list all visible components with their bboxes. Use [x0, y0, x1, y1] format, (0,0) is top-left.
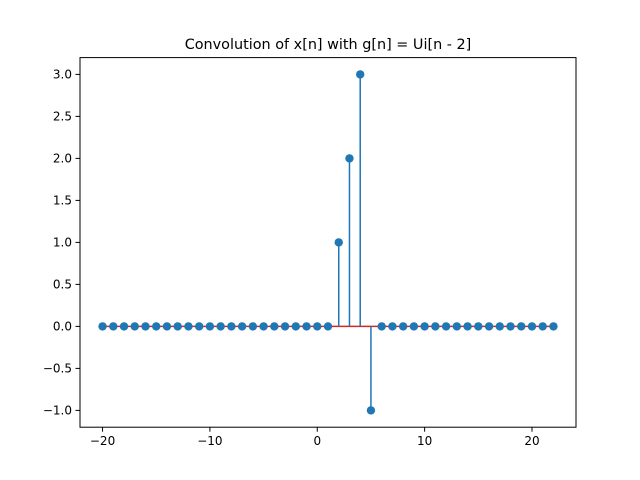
x-tick-label: 10	[417, 434, 432, 448]
y-tick-label: 2.5	[53, 110, 72, 124]
stem-marker	[441, 322, 451, 331]
y-tick-label: 2.0	[53, 152, 72, 166]
stem-marker	[463, 322, 472, 331]
stem-marker	[98, 322, 107, 331]
stem-marker	[152, 322, 161, 331]
stem-marker	[527, 322, 537, 331]
stem-marker	[162, 322, 172, 331]
y-tick-label: 1.5	[53, 194, 72, 208]
stem-marker	[345, 154, 354, 163]
x-tick-label: −20	[90, 434, 115, 448]
y-tick-label: −1.0	[43, 404, 72, 418]
stem-marker	[420, 322, 429, 331]
stem-marker	[259, 322, 268, 331]
stem-marker	[313, 322, 322, 331]
stem-marker	[216, 322, 225, 331]
y-tick-label: 0.5	[53, 278, 72, 292]
x-tick-label: −10	[197, 434, 222, 448]
stem-marker	[291, 322, 300, 331]
stem-marker	[366, 406, 376, 415]
stem-marker	[409, 322, 419, 331]
stem-marker	[194, 322, 204, 331]
y-tick-label: 1.0	[53, 236, 72, 250]
stem-marker	[130, 322, 139, 331]
stem-marker	[280, 322, 290, 331]
stem-marker	[495, 322, 504, 331]
stem-marker	[334, 238, 343, 247]
stem-marker	[517, 322, 526, 331]
stem-marker	[323, 322, 333, 331]
y-axis: −1.0 −0.5 0.0 0.5 1.0 1.5 2.0 2.5 3.0	[43, 68, 80, 418]
stem-marker	[302, 322, 311, 331]
stem-marker	[452, 322, 462, 331]
stem-marker	[484, 322, 494, 331]
chart-title: Convolution of x[n] with g[n] = Ui[n - 2…	[185, 37, 472, 53]
stem-marker	[184, 322, 193, 331]
stem-marker	[356, 70, 365, 79]
stem-marker	[506, 322, 515, 331]
x-tick-label: 0	[313, 434, 321, 448]
stem-marker	[237, 322, 247, 331]
stem-marker	[119, 322, 129, 331]
marker-layer	[98, 70, 558, 415]
stem-marker	[109, 322, 118, 331]
stem-marker	[205, 322, 215, 331]
x-tick-label: 20	[524, 434, 539, 448]
stem-marker	[388, 322, 397, 331]
stem-layer	[337, 74, 372, 411]
stem-marker	[431, 322, 440, 331]
stem-marker	[173, 322, 182, 331]
x-axis: −20 −10 0 10 20	[90, 427, 540, 448]
y-tick-label: 0.0	[53, 320, 72, 334]
stem-marker	[474, 322, 483, 331]
stem-marker	[270, 322, 279, 331]
stem-marker	[248, 322, 258, 331]
y-tick-label: −0.5	[43, 362, 72, 376]
stem-marker	[377, 322, 386, 331]
stem-marker	[398, 322, 408, 331]
y-tick-label: 3.0	[53, 68, 72, 82]
stem-marker	[141, 322, 150, 331]
stem-marker	[227, 322, 236, 331]
stem-marker	[538, 322, 547, 331]
stem-marker	[549, 322, 558, 331]
